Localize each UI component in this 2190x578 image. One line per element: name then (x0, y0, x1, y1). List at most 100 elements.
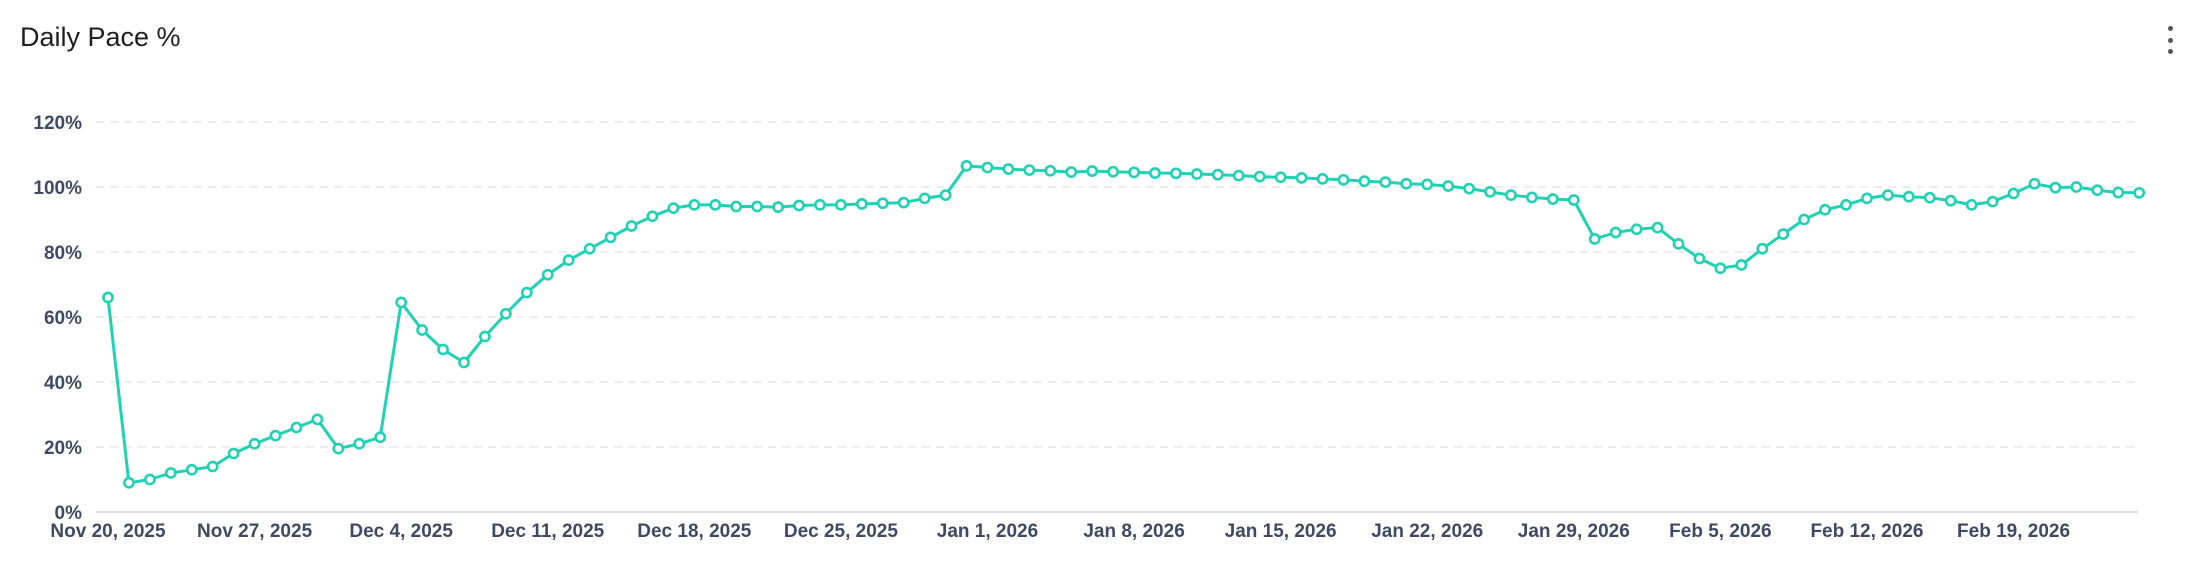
data-point[interactable] (1211, 168, 1224, 181)
data-point[interactable] (1505, 189, 1517, 202)
data-point[interactable] (311, 413, 324, 426)
data-point[interactable] (353, 437, 366, 450)
data-point[interactable] (1756, 242, 1769, 255)
data-point[interactable] (395, 296, 408, 309)
data-point[interactable] (1337, 173, 1350, 186)
data-point[interactable] (1400, 177, 1413, 190)
data-point[interactable] (1002, 163, 1015, 176)
data-point[interactable] (374, 431, 387, 444)
data-point[interactable] (541, 268, 554, 281)
data-point[interactable] (1923, 191, 1936, 204)
data-point[interactable] (2070, 181, 2083, 193)
data-point[interactable] (562, 254, 575, 267)
data-point[interactable] (520, 286, 533, 299)
data-point[interactable] (1170, 167, 1182, 180)
data-point[interactable] (332, 442, 345, 455)
data-point[interactable] (1567, 194, 1580, 206)
data-point[interactable] (2091, 184, 2104, 197)
data-point[interactable] (1693, 252, 1706, 265)
data-point[interactable] (1588, 233, 1601, 245)
data-point[interactable] (290, 421, 303, 434)
data-point[interactable] (1379, 176, 1392, 189)
data-point[interactable] (1777, 228, 1790, 241)
data-point[interactable] (102, 291, 114, 304)
data-point[interactable] (1190, 168, 1203, 180)
data-point[interactable] (1902, 190, 1915, 203)
data-point[interactable] (206, 460, 219, 473)
kebab-menu-icon[interactable] (2158, 26, 2182, 54)
data-point[interactable] (269, 429, 282, 442)
data-point[interactable] (1861, 192, 1873, 205)
data-point[interactable] (1986, 195, 1999, 208)
data-point[interactable] (1128, 166, 1140, 179)
data-point[interactable] (939, 189, 952, 202)
data-point[interactable] (1358, 175, 1371, 188)
data-point[interactable] (1672, 237, 1685, 250)
data-point[interactable] (1149, 167, 1161, 179)
data-point[interactable] (1714, 262, 1727, 275)
data-point[interactable] (751, 200, 764, 213)
data-point[interactable] (227, 447, 240, 460)
data-point[interactable] (981, 161, 994, 174)
data-point[interactable] (1609, 226, 1622, 239)
data-point[interactable] (876, 197, 889, 210)
data-point[interactable] (143, 473, 156, 486)
data-point[interactable] (646, 210, 659, 223)
data-point[interactable] (1526, 191, 1538, 204)
data-point[interactable] (185, 463, 198, 476)
data-point[interactable] (1944, 194, 1957, 207)
data-point[interactable] (688, 198, 701, 211)
data-point[interactable] (793, 199, 805, 212)
data-point[interactable] (248, 437, 261, 450)
data-point[interactable] (2007, 187, 2020, 200)
data-point[interactable] (604, 231, 617, 244)
data-point[interactable] (2112, 186, 2125, 199)
data-point[interactable] (918, 192, 931, 205)
data-point[interactable] (2049, 181, 2062, 194)
data-point[interactable] (1442, 180, 1455, 192)
data-point[interactable] (1274, 171, 1287, 184)
data-point[interactable] (583, 242, 596, 255)
data-point[interactable] (814, 198, 826, 211)
data-point[interactable] (625, 220, 638, 232)
data-point[interactable] (1044, 164, 1057, 177)
data-point[interactable] (1421, 178, 1434, 191)
data-point[interactable] (960, 159, 973, 172)
data-point[interactable] (1253, 170, 1266, 183)
data-point[interactable] (1882, 189, 1894, 202)
data-point[interactable] (2133, 186, 2146, 199)
data-point[interactable] (1484, 185, 1496, 198)
data-point[interactable] (1107, 165, 1120, 178)
data-point[interactable] (1651, 221, 1664, 234)
data-point[interactable] (1086, 165, 1099, 177)
data-point[interactable] (835, 198, 847, 211)
data-point[interactable] (1735, 259, 1748, 271)
data-point[interactable] (123, 476, 135, 489)
data-point[interactable] (1232, 169, 1245, 182)
data-point[interactable] (1023, 164, 1036, 176)
data-point[interactable] (437, 343, 449, 356)
data-point[interactable] (1840, 198, 1852, 211)
data-point[interactable] (2028, 177, 2041, 190)
data-point[interactable] (709, 198, 722, 211)
data-point[interactable] (479, 330, 491, 343)
data-point[interactable] (1065, 166, 1078, 178)
data-point[interactable] (730, 200, 743, 213)
data-point[interactable] (897, 196, 910, 209)
data-point[interactable] (1798, 213, 1811, 226)
data-point[interactable] (1630, 223, 1643, 236)
data-point[interactable] (164, 467, 177, 479)
x-tick-label: Dec 4, 2025 (349, 521, 453, 542)
data-point[interactable] (855, 197, 868, 210)
data-point[interactable] (772, 201, 784, 214)
data-point[interactable] (1463, 182, 1475, 195)
data-point[interactable] (1819, 203, 1831, 216)
data-point[interactable] (667, 202, 680, 215)
data-point[interactable] (1965, 198, 1978, 211)
data-point[interactable] (416, 324, 428, 336)
data-point[interactable] (458, 356, 470, 369)
data-point[interactable] (1546, 193, 1559, 205)
data-point[interactable] (499, 307, 512, 320)
data-point[interactable] (1316, 172, 1329, 185)
data-point[interactable] (1295, 171, 1308, 184)
